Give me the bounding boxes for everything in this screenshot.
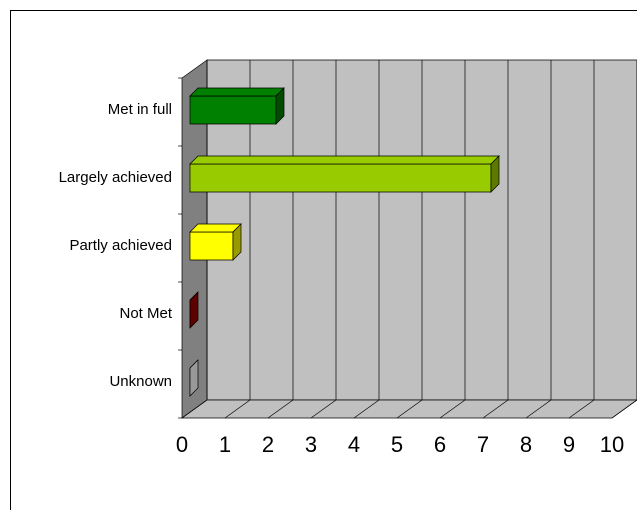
x-tick-label: 3 bbox=[305, 432, 317, 457]
bar-face bbox=[189, 163, 492, 193]
floor-grid-line bbox=[611, 399, 637, 419]
x-tick-label: 4 bbox=[348, 432, 360, 457]
floor-grid-line bbox=[267, 399, 294, 419]
floor-grid-line bbox=[396, 399, 423, 419]
x-tick-label: 1 bbox=[219, 432, 231, 457]
floor-grid-line bbox=[482, 399, 509, 419]
bar-face bbox=[189, 87, 285, 97]
y-tick-label: Met in full bbox=[108, 101, 172, 118]
x-tick-label: 10 bbox=[600, 432, 624, 457]
y-tick-label: Unknown bbox=[109, 373, 172, 390]
y-tick-label: Not Met bbox=[119, 305, 172, 322]
floor-grid-line bbox=[310, 399, 337, 419]
bar bbox=[189, 155, 500, 193]
bar bbox=[189, 291, 199, 329]
floor-grid-line bbox=[568, 399, 595, 419]
bar-face bbox=[232, 223, 242, 261]
bar bbox=[189, 359, 199, 397]
bar-face bbox=[189, 155, 500, 165]
bar bbox=[189, 87, 285, 125]
y-tick-label: Largely achieved bbox=[59, 169, 172, 186]
floor-grid-line bbox=[181, 399, 208, 419]
bar-face bbox=[189, 359, 199, 397]
x-tick-label: 2 bbox=[262, 432, 274, 457]
x-tick-label: 7 bbox=[477, 432, 489, 457]
floor-grid-line bbox=[224, 399, 251, 419]
x-tick-label: 0 bbox=[176, 432, 188, 457]
x-tick-label: 5 bbox=[391, 432, 403, 457]
y-tick-label: Partly achieved bbox=[69, 237, 172, 254]
bar-face bbox=[189, 231, 234, 261]
bar bbox=[189, 223, 242, 261]
bar-face bbox=[189, 95, 277, 125]
x-tick-label: 9 bbox=[563, 432, 575, 457]
floor-grid-line bbox=[439, 399, 466, 419]
floor-grid-line bbox=[353, 399, 380, 419]
x-tick-label: 8 bbox=[520, 432, 532, 457]
bar-face bbox=[490, 155, 500, 193]
floor-grid-line bbox=[525, 399, 552, 419]
bar-face bbox=[189, 291, 199, 329]
bar-face bbox=[189, 223, 242, 233]
bar-face bbox=[275, 87, 285, 125]
x-tick-label: 6 bbox=[434, 432, 446, 457]
